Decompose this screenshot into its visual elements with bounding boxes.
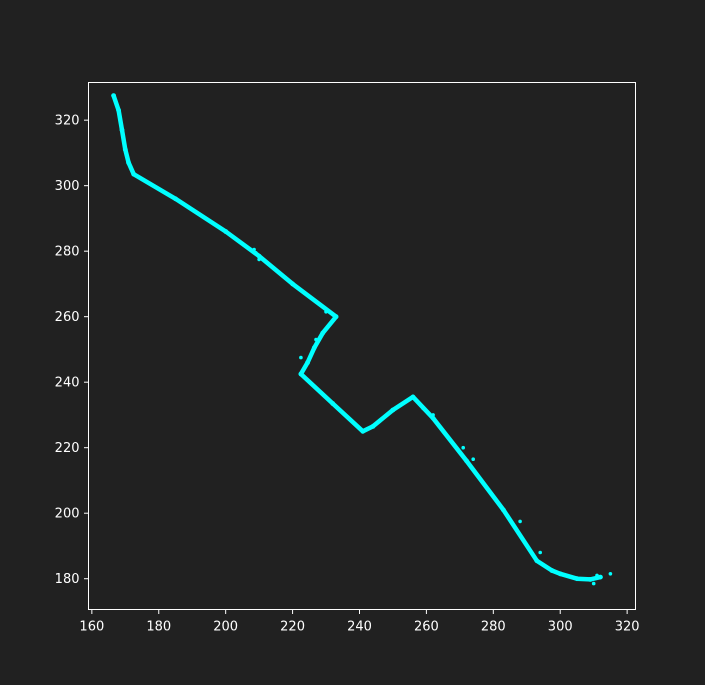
- axes-frame: [88, 82, 636, 610]
- data-point: [298, 371, 304, 377]
- y-tick-label: 260: [55, 310, 80, 325]
- data-point: [122, 147, 128, 153]
- x-tick-label: 300: [548, 620, 573, 635]
- outlier-point: [591, 581, 596, 586]
- data-point: [430, 415, 436, 421]
- outlier-point: [595, 573, 599, 578]
- y-axis: 180 200 220 240 260 280 300 320: [55, 114, 89, 587]
- plot-area: [111, 93, 613, 586]
- x-tick-label: 180: [146, 620, 171, 635]
- y-tick-label: 220: [55, 441, 80, 456]
- data-point: [111, 93, 116, 98]
- outlier-point: [257, 257, 261, 262]
- y-tick-label: 240: [55, 376, 80, 391]
- x-tick-label: 260: [414, 620, 439, 635]
- data-point: [333, 314, 339, 320]
- data-point: [119, 127, 125, 133]
- outlier-point: [299, 355, 303, 360]
- data-point: [534, 558, 540, 564]
- data-point: [587, 577, 593, 582]
- outlier-point: [252, 247, 256, 252]
- data-point: [290, 281, 295, 287]
- series-trace-0: [111, 93, 603, 582]
- data-point: [223, 229, 229, 234]
- data-point: [116, 107, 121, 113]
- x-tick-label: 220: [280, 620, 305, 635]
- y-tick-label: 280: [55, 245, 80, 260]
- outlier-point: [538, 550, 542, 555]
- data-point: [126, 160, 131, 166]
- outlier-point: [421, 406, 425, 411]
- x-axis: 160 180 200 220 240 260 280 300 320: [79, 609, 640, 635]
- outlier-point: [324, 310, 328, 314]
- y-tick-label: 320: [55, 114, 80, 129]
- data-point: [390, 407, 396, 413]
- data-point: [598, 574, 603, 580]
- y-tick-label: 180: [55, 572, 80, 587]
- data-point: [311, 345, 317, 351]
- x-tick-label: 200: [213, 620, 238, 635]
- x-tick-label: 240: [347, 620, 372, 635]
- outlier-point: [518, 519, 522, 524]
- data-point: [549, 568, 555, 573]
- data-point: [574, 576, 580, 582]
- outlier-point: [471, 457, 476, 462]
- outlier-point: [254, 251, 258, 255]
- data-point: [370, 424, 376, 429]
- data-point: [410, 394, 416, 400]
- data-point: [320, 330, 326, 336]
- outlier-point: [431, 413, 435, 417]
- x-tick-label: 280: [481, 620, 506, 635]
- data-point: [501, 507, 506, 513]
- data-point: [256, 253, 262, 259]
- data-point: [131, 171, 137, 177]
- outlier-point: [608, 572, 613, 576]
- x-tick-label: 320: [615, 620, 640, 635]
- data-point: [360, 428, 366, 434]
- outlier-point: [314, 337, 318, 342]
- y-tick-label: 300: [55, 179, 80, 194]
- data-point: [330, 401, 336, 406]
- x-tick-label: 160: [79, 620, 104, 635]
- data-point: [173, 196, 178, 202]
- data-point: [464, 458, 469, 464]
- data-point: [305, 360, 310, 365]
- y-tick-label: 200: [55, 507, 80, 522]
- outlier-point: [461, 445, 466, 450]
- data-point: [557, 571, 563, 577]
